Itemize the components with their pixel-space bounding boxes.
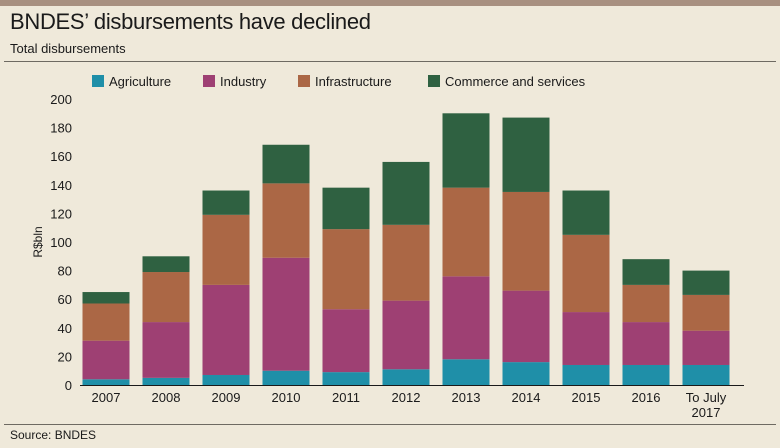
- x-tick-label: 2008: [152, 390, 181, 405]
- bar-segment-commerce-and-services: [682, 270, 730, 295]
- y-tick-label: 20: [58, 349, 72, 364]
- bar-segment-infrastructure: [382, 224, 430, 301]
- y-tick-label: 100: [50, 235, 72, 250]
- x-tick-label: 2014: [512, 390, 541, 405]
- bar-segment-industry: [322, 309, 370, 373]
- bar-segment-commerce-and-services: [322, 187, 370, 230]
- legend-label: Industry: [220, 74, 267, 89]
- x-tick-label: 2017: [692, 405, 721, 420]
- bar-segment-agriculture: [142, 377, 190, 385]
- y-tick-label: 180: [50, 121, 72, 136]
- bar-segment-infrastructure: [502, 191, 550, 291]
- bar-segment-industry: [622, 322, 670, 365]
- y-axis-label: R$bln: [31, 226, 45, 257]
- legend-swatch: [298, 75, 310, 87]
- x-tick-label: To July: [686, 390, 727, 405]
- bar-segment-commerce-and-services: [502, 117, 550, 192]
- bar-segment-commerce-and-services: [562, 190, 610, 235]
- bar-segment-industry: [142, 322, 190, 378]
- bar-segment-industry: [202, 284, 250, 375]
- bar-segment-commerce-and-services: [382, 161, 430, 225]
- y-tick-label: 120: [50, 206, 72, 221]
- footer-divider: [4, 424, 776, 425]
- bar-segment-agriculture: [202, 374, 250, 385]
- x-tick-label: 2011: [332, 390, 360, 405]
- bar-segment-agriculture: [622, 364, 670, 385]
- x-tick-label: 2013: [452, 390, 481, 405]
- chart-title: BNDES’ disbursements have declined: [10, 9, 371, 34]
- bar-segment-infrastructure: [262, 183, 310, 258]
- bar-segment-agriculture: [262, 370, 310, 385]
- bar-segment-agriculture: [502, 362, 550, 385]
- y-tick-label: 200: [50, 92, 72, 107]
- y-tick-label: 80: [58, 264, 72, 279]
- top-accent-bar: [0, 0, 780, 6]
- y-tick-label: 40: [58, 321, 72, 336]
- bar-segment-agriculture: [442, 359, 490, 385]
- bar-segment-industry: [82, 340, 130, 380]
- x-tick-label: 2009: [212, 390, 241, 405]
- bar-segment-agriculture: [82, 379, 130, 385]
- chart-subtitle: Total disbursements: [10, 41, 126, 56]
- legend-swatch: [92, 75, 104, 87]
- bar-segment-infrastructure: [322, 229, 370, 310]
- bar-segment-infrastructure: [82, 303, 130, 341]
- header-divider: [4, 61, 776, 62]
- x-tick-label: 2012: [392, 390, 421, 405]
- x-tick-label: 2016: [632, 390, 661, 405]
- y-tick-label: 160: [50, 149, 72, 164]
- y-tick-label: 60: [58, 292, 72, 307]
- x-tick-label: 2010: [272, 390, 301, 405]
- source-note: Source: BNDES: [10, 428, 97, 442]
- bar-segment-industry: [442, 276, 490, 360]
- legend-label: Commerce and services: [445, 74, 586, 89]
- bar-segment-infrastructure: [622, 284, 670, 323]
- bar-segment-industry: [502, 290, 550, 363]
- bar-segment-industry: [262, 257, 310, 371]
- bar-segment-commerce-and-services: [442, 113, 490, 188]
- bar-segment-commerce-and-services: [202, 190, 250, 215]
- bar-segment-infrastructure: [442, 187, 490, 277]
- y-tick-label: 140: [50, 178, 72, 193]
- x-tick-label: 2015: [572, 390, 601, 405]
- bar-segment-commerce-and-services: [142, 256, 190, 273]
- bar-segment-industry: [682, 330, 730, 365]
- bar-segment-agriculture: [562, 364, 610, 385]
- bar-segment-industry: [382, 300, 430, 370]
- bar-segment-commerce-and-services: [262, 144, 310, 184]
- legend-swatch: [203, 75, 215, 87]
- x-tick-label: 2007: [92, 390, 121, 405]
- bar-segment-infrastructure: [202, 214, 250, 285]
- legend-label: Agriculture: [109, 74, 171, 89]
- bar-segment-commerce-and-services: [82, 292, 130, 304]
- bar-segment-agriculture: [382, 369, 430, 385]
- bar-segment-industry: [562, 312, 610, 365]
- y-tick-label: 0: [65, 378, 72, 393]
- legend-swatch: [428, 75, 440, 87]
- bar-segment-infrastructure: [142, 272, 190, 323]
- bar-segment-agriculture: [682, 364, 730, 385]
- bar-segment-infrastructure: [682, 294, 730, 331]
- legend-label: Infrastructure: [315, 74, 392, 89]
- bar-segment-infrastructure: [562, 234, 610, 313]
- bar-segment-agriculture: [322, 372, 370, 385]
- bar-segment-commerce-and-services: [622, 259, 670, 285]
